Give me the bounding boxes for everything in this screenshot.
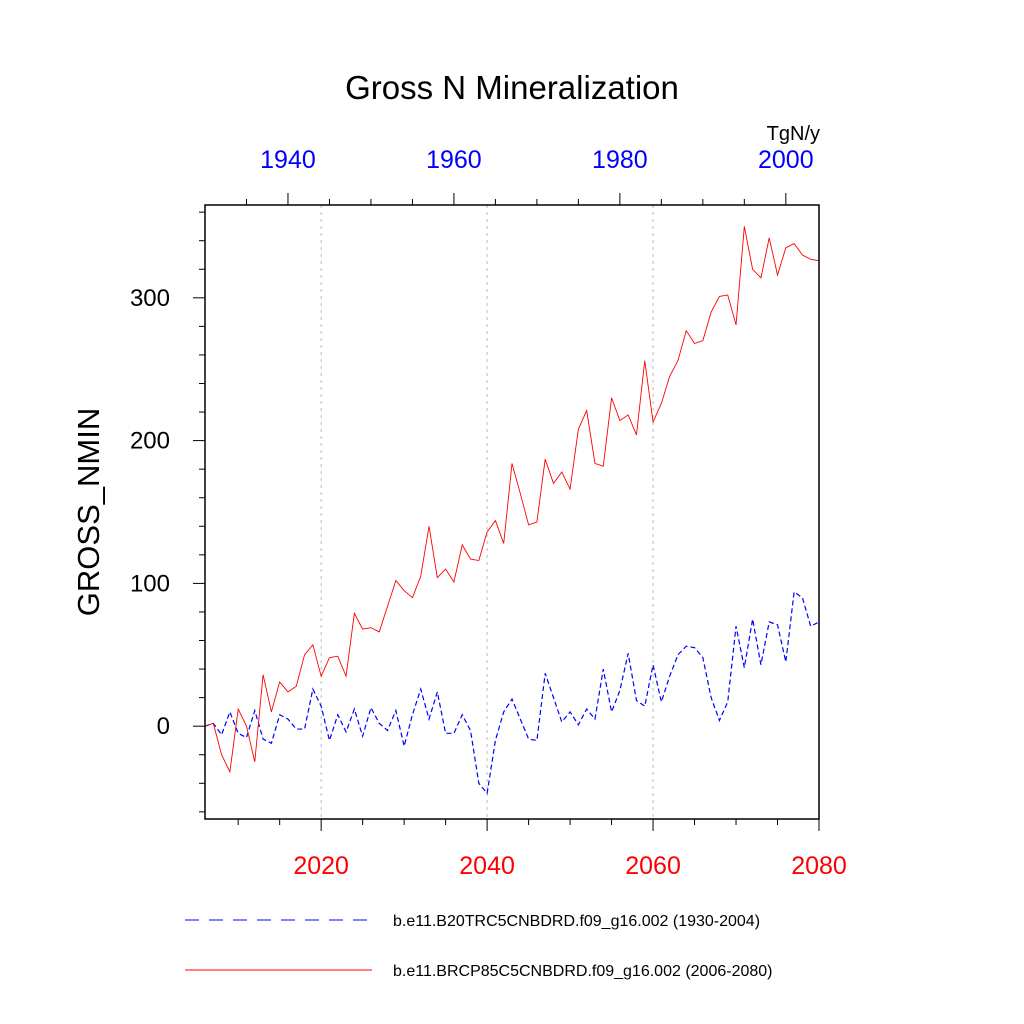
x-bottom-tick-label: 2060 <box>625 852 681 880</box>
y-tick-label: 0 <box>157 713 170 740</box>
y-axis-label: GROSS_NMIN <box>71 408 106 616</box>
x-top-tick-label: 1940 <box>260 146 316 174</box>
series-line-2 <box>204 226 820 774</box>
legend-label-1: b.e11.B20TRC5CNBDRD.f09_g16.002 (1930-20… <box>393 913 760 930</box>
grid <box>320 205 654 819</box>
x-top-tick-label: 1960 <box>426 146 482 174</box>
chart-title: Gross N Mineralization <box>345 69 679 106</box>
legend-label-2: b.e11.BRCP85C5CNBDRD.f09_g16.002 (2006-2… <box>393 963 772 980</box>
plot-frame <box>204 204 820 820</box>
series-line-1 <box>204 590 820 795</box>
y-tick-label: 300 <box>130 285 170 312</box>
series-layer <box>204 226 820 795</box>
x-top-tick-label: 2000 <box>758 146 814 174</box>
axis-ticks: 0 100 200 300 2020 2040 2060 2080 1940 1960 1980 20… <box>130 146 847 880</box>
legend: b.e11.B20TRC5CNBDRD.f09_g16.002 (1930-20… <box>185 913 772 980</box>
units-label: TgN/y <box>767 123 820 145</box>
x-bottom-tick-label: 2080 <box>791 852 847 880</box>
x-bottom-tick-label: 2020 <box>293 852 349 880</box>
x-bottom-tick-label: 2040 <box>459 852 515 880</box>
x-top-tick-label: 1980 <box>592 146 648 174</box>
y-tick-label: 200 <box>130 428 170 455</box>
y-tick-label: 100 <box>130 570 170 597</box>
